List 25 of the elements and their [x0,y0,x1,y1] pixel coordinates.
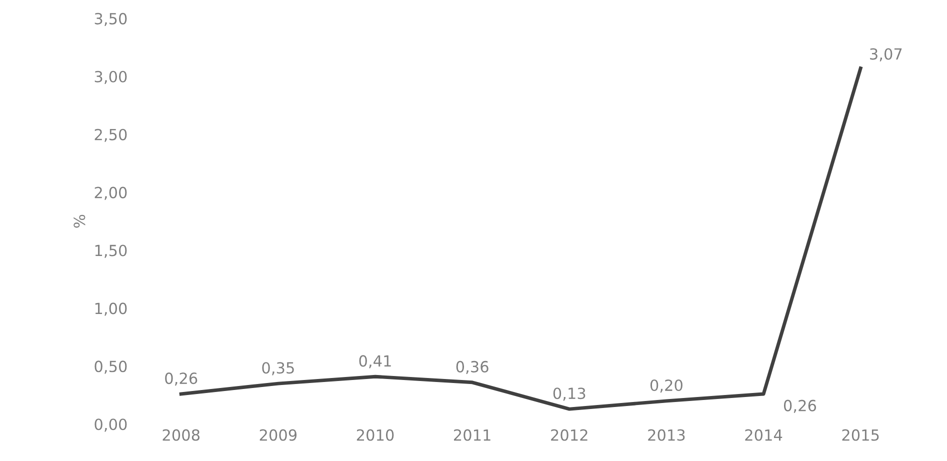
y-tick-label: 2,50 [94,128,127,142]
data-label: 0,36 [456,360,488,374]
x-tick-label: 2012 [551,429,588,441]
x-tick-label: 2008 [162,429,200,441]
y-tick-label: 3,00 [94,70,127,84]
x-tick-label: 2015 [842,429,879,441]
data-label: 0,20 [650,379,682,393]
y-tick-label: 1,00 [95,302,127,316]
x-tick-label: 2011 [454,429,490,441]
x-tick-label: 2014 [745,429,782,441]
data-label: 0,35 [262,362,294,376]
x-tick-label: 2009 [260,429,297,441]
data-label: 0,41 [359,355,391,368]
y-axis-title: % [74,214,86,228]
data-label: 0,26 [165,372,198,386]
x-tick-label: 2013 [648,429,685,441]
y-tick-label: 2,00 [94,186,127,200]
y-tick-label: 0,50 [94,360,127,374]
x-tick-label: 2010 [356,429,394,441]
y-tick-label: 1,50 [95,244,127,258]
y-tick-label: 3,50 [94,12,127,26]
data-label: 0,13 [553,388,586,401]
data-label: 0,26 [784,400,816,413]
data-label: 3,07 [870,48,902,62]
y-tick-label: 0,00 [94,418,127,432]
